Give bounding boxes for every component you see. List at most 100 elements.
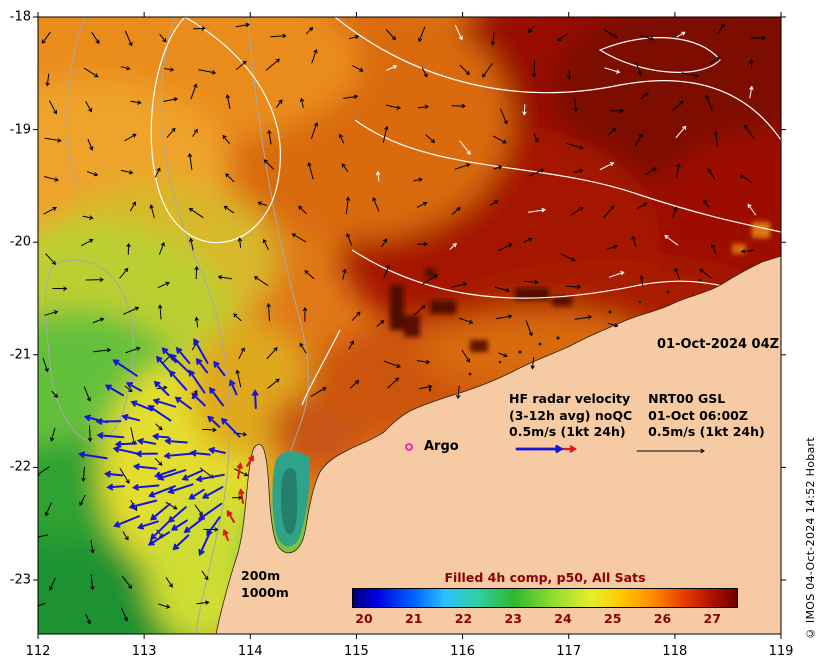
current-arrow xyxy=(416,359,431,365)
current-arrow xyxy=(385,29,397,41)
hf-radar-arrow xyxy=(169,370,188,391)
current-arrow xyxy=(130,201,136,212)
current-arrow xyxy=(454,24,463,41)
current-arrow xyxy=(267,129,272,145)
current-arrow xyxy=(201,570,209,581)
current-arrow xyxy=(565,284,582,290)
current-arrow xyxy=(265,58,281,71)
current-arrow xyxy=(749,58,754,69)
current-arrow xyxy=(122,576,133,589)
current-arrow xyxy=(672,100,684,111)
current-arrow xyxy=(498,243,513,252)
current-arrow xyxy=(125,346,141,354)
current-arrow xyxy=(451,103,466,109)
current-arrow xyxy=(126,242,131,255)
current-arrow xyxy=(154,167,161,178)
current-arrow xyxy=(304,270,315,279)
hf-radar-arrow xyxy=(229,379,238,396)
current-arrow xyxy=(676,31,686,38)
current-arrow xyxy=(674,267,681,280)
hf-radar-arrow xyxy=(125,382,142,392)
current-arrow xyxy=(120,66,131,71)
timestamp-label: 01-Oct-2024 04Z xyxy=(657,337,780,352)
current-arrow xyxy=(192,128,198,137)
current-arrow xyxy=(603,205,615,218)
hf-radar-arrow xyxy=(183,516,205,534)
current-arrow xyxy=(566,143,584,150)
hf-radar-arrow xyxy=(207,415,221,428)
hf-radar-arrow xyxy=(149,503,171,521)
current-arrow xyxy=(607,127,617,136)
current-arrow xyxy=(85,101,93,113)
hf-radar-arrow xyxy=(188,488,205,500)
current-vector-arrows xyxy=(38,22,766,625)
current-arrow xyxy=(560,253,576,262)
current-arrow xyxy=(87,139,94,151)
current-arrow xyxy=(351,311,361,321)
current-arrow xyxy=(681,72,700,78)
current-arrow xyxy=(454,163,471,170)
hf-radar-arrow xyxy=(195,473,225,483)
hf-radar-arrow xyxy=(156,469,187,481)
current-arrow xyxy=(607,322,619,328)
current-arrow xyxy=(421,67,428,78)
current-arrow xyxy=(570,206,584,216)
current-arrow xyxy=(222,134,230,144)
current-arrow xyxy=(81,466,86,482)
current-arrow xyxy=(606,244,618,250)
current-arrow xyxy=(413,177,423,182)
current-arrow xyxy=(711,243,717,254)
current-arrow xyxy=(217,275,232,280)
current-arrow xyxy=(90,574,95,591)
current-arrow xyxy=(262,238,269,250)
current-arrow xyxy=(449,243,457,250)
current-arrow xyxy=(530,357,535,370)
current-arrow xyxy=(533,133,539,143)
current-arrow xyxy=(50,427,56,442)
current-arrow xyxy=(675,163,681,179)
current-arrow xyxy=(492,135,507,144)
red-arrow xyxy=(238,488,245,504)
red-arrow xyxy=(236,462,243,479)
current-arrow xyxy=(155,423,163,431)
legend-hf-line2: (3-12h avg) noQC xyxy=(509,407,633,423)
hf-radar-arrow xyxy=(151,433,170,440)
hf-radar-arrow xyxy=(154,468,177,479)
current-arrow xyxy=(44,502,52,517)
current-arrow xyxy=(44,137,62,143)
argo-marker xyxy=(405,443,413,451)
current-arrow xyxy=(574,315,593,320)
current-arrow xyxy=(44,310,59,316)
current-arrow xyxy=(640,35,655,41)
current-arrow xyxy=(238,347,245,359)
hf-radar-arrow xyxy=(135,450,158,458)
hf-radar-arrow xyxy=(195,357,209,374)
current-arrow xyxy=(198,69,217,75)
current-arrow xyxy=(196,600,210,605)
current-arrow xyxy=(573,98,578,113)
current-arrow xyxy=(342,268,347,280)
current-arrow xyxy=(527,25,535,34)
current-arrow xyxy=(528,208,547,213)
colorbar-tick-label: 24 xyxy=(554,611,572,626)
coastal-islands xyxy=(428,278,702,392)
colorbar-title: Filled 4h comp, p50, All Sats xyxy=(444,570,646,585)
current-arrow xyxy=(609,271,625,278)
current-arrow xyxy=(124,385,133,393)
current-arrow xyxy=(610,108,625,114)
depth-1000m-label: 1000m xyxy=(241,585,289,600)
current-arrow xyxy=(604,29,618,39)
current-arrow xyxy=(45,253,56,265)
current-arrow xyxy=(194,265,199,280)
current-arrow xyxy=(417,104,430,109)
current-arrow xyxy=(631,235,637,247)
current-arrow xyxy=(348,34,360,40)
current-arrow xyxy=(51,390,59,398)
current-arrow xyxy=(343,94,359,99)
hf-radar-arrow xyxy=(77,451,108,460)
hf-radar-arrow xyxy=(209,386,224,407)
hf-radar-arrow xyxy=(191,392,206,407)
hf-radar-arrow xyxy=(172,534,190,551)
